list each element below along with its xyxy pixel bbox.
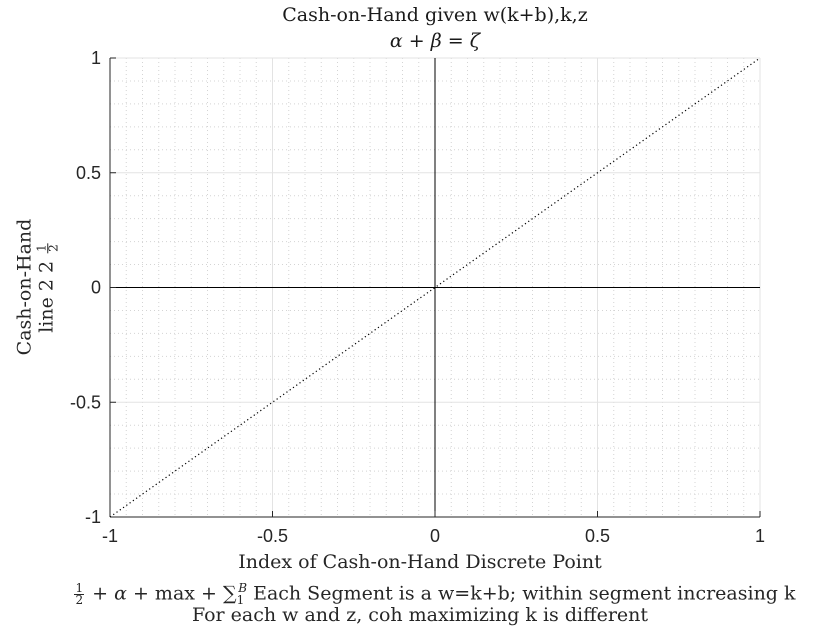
y-tick-label: 0 (91, 278, 101, 298)
x-tick-label: 0 (430, 526, 440, 546)
x-tick-label: 1 (755, 526, 765, 546)
x-axis-label: Index of Cash-on-Hand Discrete Point (238, 551, 602, 573)
series-line (109, 57, 761, 518)
x-tick-label: -0.5 (257, 526, 288, 546)
x-tick-label: 0.5 (585, 526, 610, 546)
y-tick-label: 0.5 (76, 163, 101, 183)
y-tick-label: -0.5 (70, 392, 101, 412)
y-tick-label: -1 (85, 507, 101, 527)
chart-title-line-1: Cash-on-Hand given w(k+b),k,z (282, 4, 588, 26)
y-tick-label: 1 (91, 48, 101, 68)
x-axis-caption-line-3: For each w and z, coh maximizing k is di… (191, 604, 649, 626)
y-axis-label-line-1: Cash-on-Hand (13, 218, 36, 356)
chart-title-line-2: α + β = ζ (389, 30, 481, 52)
x-tick-label: -1 (102, 526, 118, 546)
